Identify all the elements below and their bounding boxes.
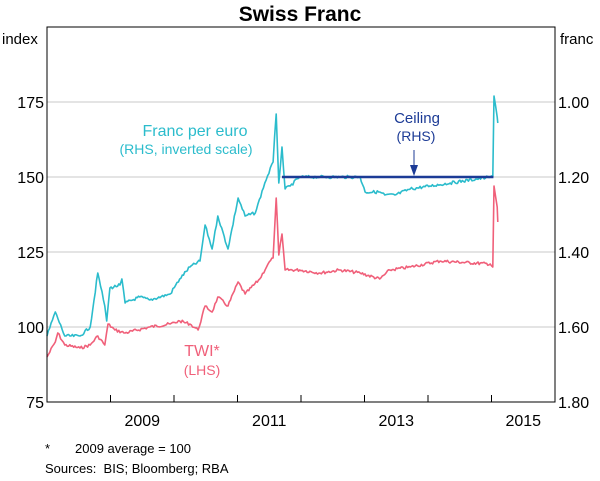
left-tick-label: 75 [26, 395, 44, 412]
franc-per-euro-line [46, 95, 499, 338]
footnote-twi: * 2009 average = 100 [45, 441, 191, 456]
right-tick-label: 1.60 [558, 320, 589, 337]
right-tick-label: 1.00 [558, 95, 589, 112]
ceiling-arrow [410, 150, 418, 176]
ceiling-sublabel: (RHS) [397, 128, 436, 144]
left-tick-label: 175 [17, 95, 44, 112]
sources: Sources: BIS; Bloomberg; RBA [45, 461, 229, 476]
left-tick-label: 150 [17, 170, 44, 187]
left-axis-unit: index [2, 31, 38, 48]
x-tick-label: 2015 [505, 413, 541, 430]
franc-sublabel: (RHS, inverted scale) [119, 141, 252, 157]
footnote-star: * [45, 441, 51, 456]
ceiling-label: Ceiling [394, 110, 440, 127]
franc-label: Franc per euro [143, 123, 248, 140]
twi-line [46, 185, 499, 358]
footnote-text: 2009 average = 100 [75, 441, 192, 456]
right-tick-label: 1.40 [558, 245, 589, 262]
x-tick-label: 2009 [124, 413, 160, 430]
left-tick-label: 100 [17, 320, 44, 337]
twi-sublabel: (LHS) [184, 362, 221, 378]
left-tick-label: 125 [17, 245, 44, 262]
chart-title: Swiss Franc [239, 3, 362, 26]
twi-label: TWI* [184, 343, 220, 360]
x-tick-label: 2013 [378, 413, 414, 430]
right-tick-label: 1.20 [558, 170, 589, 187]
plot-frame [46, 26, 556, 403]
right-tick-label: 1.80 [558, 395, 589, 412]
x-tick-label: 2011 [252, 413, 287, 430]
right-axis-unit: franc [560, 31, 594, 48]
